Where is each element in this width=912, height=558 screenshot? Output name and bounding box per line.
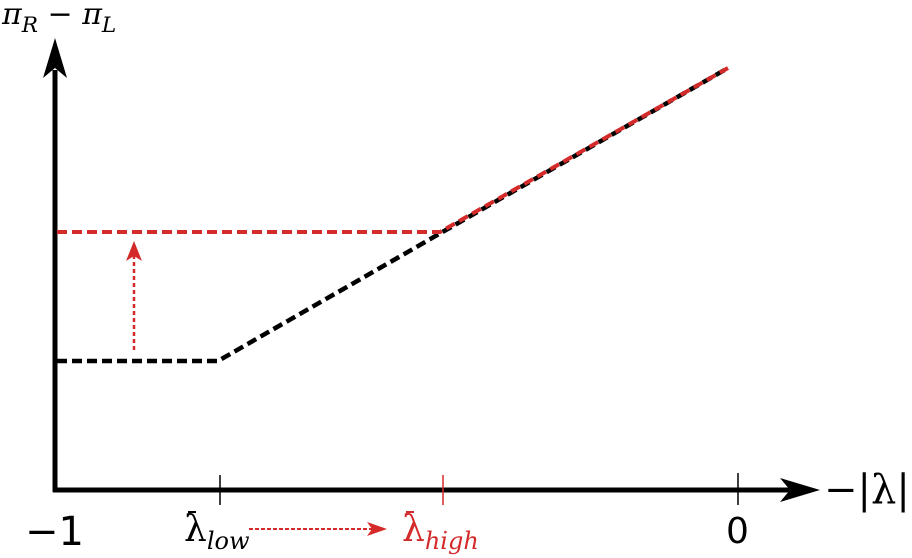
shift-up-arrowhead-icon — [126, 241, 142, 261]
y-label-pi-r: π — [2, 0, 22, 32]
lambda-low-sub: low — [206, 527, 250, 556]
tick-label-min: −1 — [25, 509, 84, 555]
y-label-pi-l: π — [82, 0, 102, 32]
lambda-high-symbol: λ — [402, 509, 425, 550]
y-axis — [43, 38, 67, 492]
y-label-sub-l: L — [101, 12, 117, 38]
y-label-sub-r: R — [21, 12, 38, 38]
x-label-suffix: | — [896, 467, 910, 513]
lambda-high-sub: high — [424, 527, 479, 556]
x-label-lambda: λ — [871, 467, 897, 513]
shift-right-arrowhead-icon — [367, 522, 387, 536]
x-axis-label: −|λ| — [824, 470, 910, 510]
series-high-line — [57, 66, 729, 234]
lambda-low-symbol: λ — [184, 509, 207, 550]
tick-label-lambda-high: λhigh — [402, 509, 479, 553]
tick-label-lambda-low: λlow — [184, 509, 250, 553]
x-label-prefix: −| — [824, 467, 871, 513]
y-label-minus: − — [37, 0, 83, 32]
tick-label-zero: 0 — [726, 511, 749, 552]
x-axis — [53, 478, 820, 502]
series-low-line — [57, 66, 730, 364]
y-axis-label: πR − πL — [2, 0, 116, 36]
x-axis-arrowhead-icon — [780, 478, 820, 502]
y-axis-arrowhead-icon — [43, 38, 67, 78]
